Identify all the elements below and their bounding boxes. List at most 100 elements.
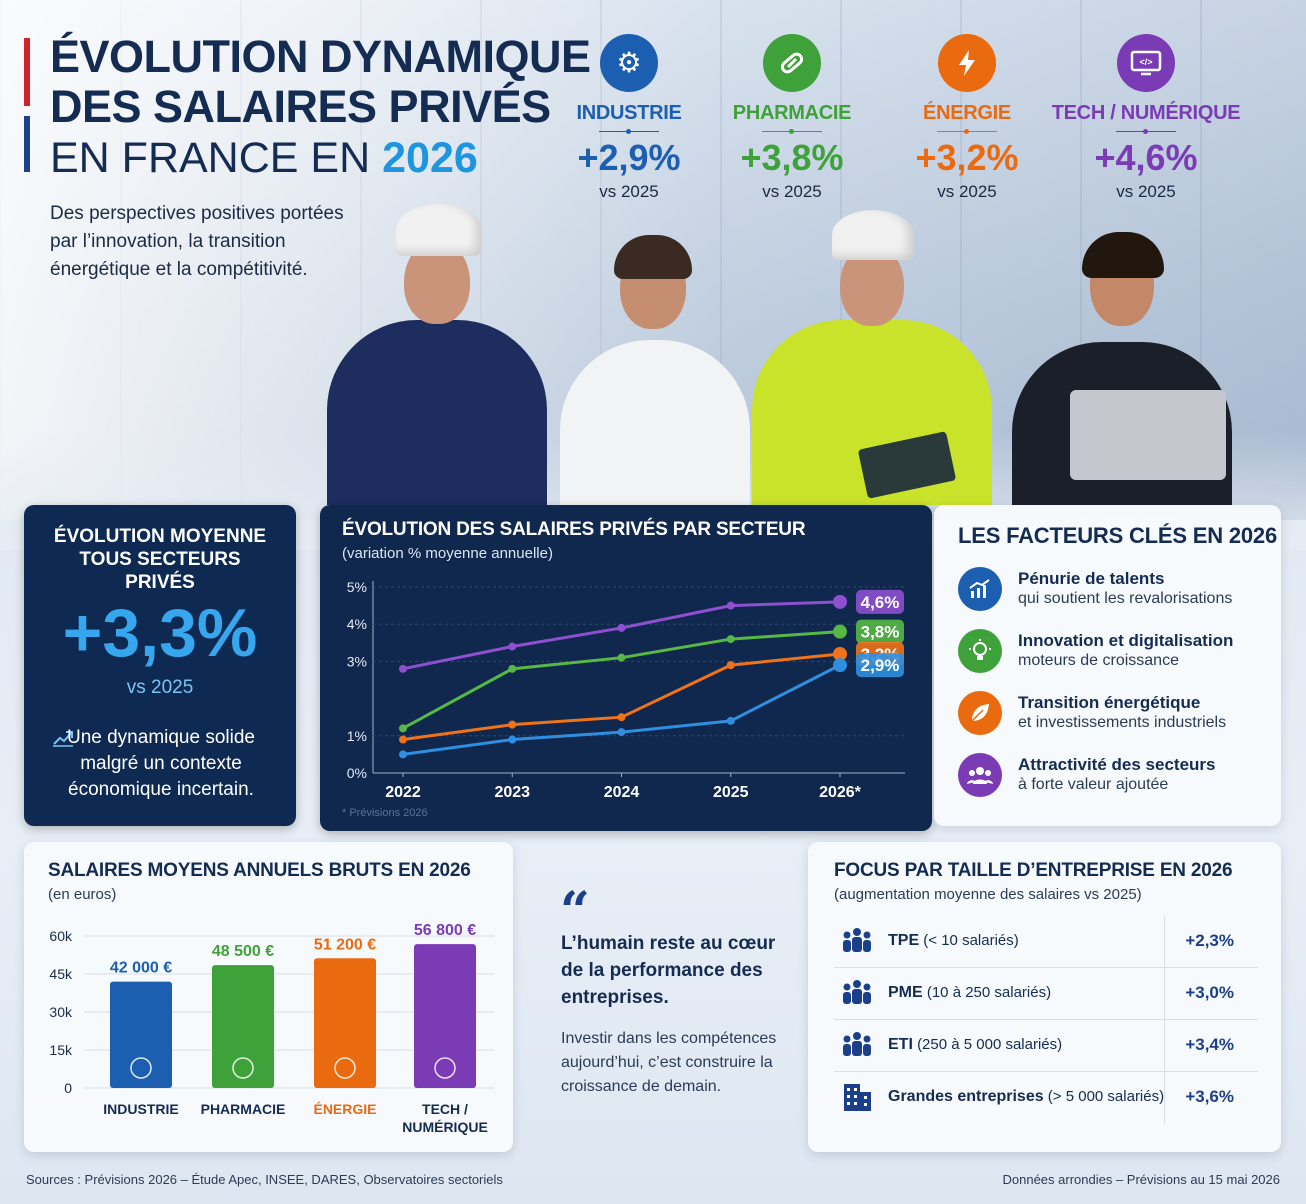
- focus-subtitle: (augmentation moyenne des salaires vs 20…: [834, 886, 1142, 903]
- sector-vs: vs 2025: [599, 182, 659, 201]
- sector-pct: +4,6%: [1094, 137, 1198, 178]
- sector-vs: vs 2025: [937, 182, 997, 201]
- x-tick-label: TECH / NUMÉRIQUE: [402, 1101, 488, 1135]
- leaf-icon: [958, 691, 1002, 735]
- average-pct: +3,3%: [62, 595, 258, 671]
- end-label: 2,9%: [861, 656, 900, 675]
- factor-item: Innovation et digitalisation moteurs de …: [958, 627, 1288, 677]
- y-tick-label: 15k: [49, 1042, 73, 1058]
- page-subtitle: Des perspectives positives portées par l…: [50, 203, 344, 280]
- factor-item: Transition énergétique et investissement…: [958, 689, 1288, 739]
- footer-note: Données arrondies – Prévisions au 15 mai…: [1002, 1172, 1280, 1187]
- x-tick-label: INDUSTRIE: [103, 1101, 178, 1117]
- average-vs: vs 2025: [126, 677, 194, 698]
- focus-divider: [1164, 968, 1165, 1020]
- focus-label: PME (10 à 250 salariés): [888, 984, 1051, 1002]
- sector-pct: +3,8%: [740, 137, 844, 178]
- focus-name: Grandes entreprises: [888, 1088, 1044, 1105]
- y-tick-label: 30k: [49, 1004, 73, 1020]
- sector-pct: +2,9%: [577, 137, 681, 178]
- monitor-code-icon: [434, 1057, 456, 1079]
- focus-panel: FOCUS PAR TAILLE D’ENTREPRISE EN 2026 (a…: [808, 842, 1281, 1152]
- end-label-bg: [856, 589, 904, 614]
- people-icon: [958, 753, 1002, 797]
- title-year: 2026: [382, 134, 478, 182]
- data-point: [726, 661, 735, 670]
- focus-label: Grandes entreprises (> 5 000 salariés): [888, 1088, 1164, 1106]
- x-tick-label: ÉNERGIE: [313, 1101, 376, 1117]
- focus-detail: (250 à 5 000 salariés): [917, 1036, 1063, 1053]
- average-text: Une dynamique solide malgré un contexte …: [66, 727, 255, 800]
- title-line-3-prefix: EN FRANCE EN: [50, 134, 371, 182]
- group-icon: [840, 978, 874, 1013]
- sector-divider: [599, 129, 659, 134]
- sector-divider: [762, 129, 822, 134]
- bar-chart: 0 15k 30k 45k 60k 42 000 € 48 500 € 51 200 € 56 …: [49, 922, 494, 1135]
- factor-item: Attractivité des secteurs à forte valeur…: [958, 751, 1288, 801]
- chart-up-icon: [958, 567, 1002, 611]
- gear-icon: ⚙: [600, 34, 658, 92]
- data-point: [399, 664, 407, 673]
- factors-title: LES FACTEURS CLÉS EN 2026: [958, 523, 1277, 548]
- focus-row: PME (10 à 250 salariés) +3,0%: [834, 968, 1258, 1020]
- factor-desc: et investissements industriels: [1018, 714, 1227, 731]
- svg-text:</>: </>: [1139, 57, 1152, 67]
- factor-title: Transition énergétique: [1018, 693, 1201, 712]
- y-tick-label: 45k: [49, 966, 73, 982]
- y-tick-label: 3%: [347, 653, 367, 669]
- x-tick-label: PHARMACIE: [201, 1101, 286, 1117]
- trend-up-icon: [52, 729, 74, 752]
- title-accent-blue: [24, 116, 30, 172]
- pill-icon: [763, 34, 821, 92]
- line-chart-panel: ÉVOLUTION DES SALAIRES PRIVÉS PAR SECTEU…: [320, 505, 932, 831]
- x-tick-label: 2022: [385, 784, 421, 801]
- bar-value-label: 48 500 €: [212, 943, 274, 960]
- tech-worker-illustration: [1012, 232, 1232, 505]
- data-point: [617, 623, 626, 632]
- factor-title: Pénurie de talents: [1018, 569, 1165, 588]
- quote-mark-icon: “: [560, 881, 590, 942]
- data-point: [833, 658, 847, 673]
- focus-value: +3,6%: [1185, 1087, 1234, 1106]
- data-point: [508, 735, 517, 744]
- y-tick-label: 0%: [347, 765, 367, 781]
- x-tick-label: 2025: [713, 784, 749, 801]
- focus-label: ETI (250 à 5 000 salariés): [888, 1036, 1062, 1054]
- x-tick-label: 2026*: [819, 784, 862, 801]
- y-tick-label: 4%: [347, 616, 367, 632]
- end-label-bg: [856, 619, 904, 644]
- lightning-icon: [938, 34, 996, 92]
- focus-name: PME: [888, 984, 923, 1001]
- focus-row: ETI (250 à 5 000 salariés) +3,4%: [834, 1020, 1258, 1072]
- data-point: [726, 635, 735, 644]
- factor-title: Attractivité des secteurs: [1018, 755, 1216, 774]
- line-chart: 0%1%3%4%5%20222023202420252026*4,6%3,8%3…: [347, 579, 905, 801]
- series-line: [402, 663, 841, 756]
- sector-pharmacie: PHARMACIE +3,8% vs 2025: [697, 34, 887, 202]
- bar: [314, 958, 376, 1088]
- factor-item: Pénurie de talents qui soutient les reva…: [958, 565, 1288, 615]
- title-line-2: DES SALAIRES PRIVÉS: [50, 81, 551, 132]
- data-point: [399, 735, 407, 744]
- sector-name: INDUSTRIE: [576, 102, 682, 124]
- page-title: ÉVOLUTION DYNAMIQUE DES SALAIRES PRIVÉS: [50, 32, 591, 132]
- data-point: [726, 716, 735, 725]
- average-panel: ÉVOLUTION MOYENNE TOUS SECTEURS PRIVÉS +…: [24, 505, 296, 826]
- bar-chart-panel: SALAIRES MOYENS ANNUELS BRUTS EN 2026 (e…: [24, 842, 513, 1152]
- sector-pct: +3,2%: [915, 137, 1019, 178]
- focus-divider: [1164, 1072, 1165, 1124]
- factor-desc: qui soutient les revalorisations: [1018, 590, 1233, 607]
- focus-divider: [1164, 1020, 1165, 1072]
- sector-name: ÉNERGIE: [923, 102, 1011, 124]
- gear-icon: [130, 1057, 152, 1079]
- group-icon: [840, 926, 874, 961]
- bar-value-label: 56 800 €: [414, 922, 476, 939]
- sector-name: TECH / NUMÉRIQUE: [1051, 102, 1241, 124]
- data-point: [833, 624, 847, 639]
- bar-value-label: 42 000 €: [110, 960, 172, 977]
- lightbulb-icon: [958, 629, 1002, 673]
- focus-detail: (> 5 000 salariés): [1047, 1088, 1165, 1105]
- bar: [110, 981, 172, 1088]
- lightning-icon: [334, 1057, 356, 1079]
- building-icon: [840, 1082, 874, 1119]
